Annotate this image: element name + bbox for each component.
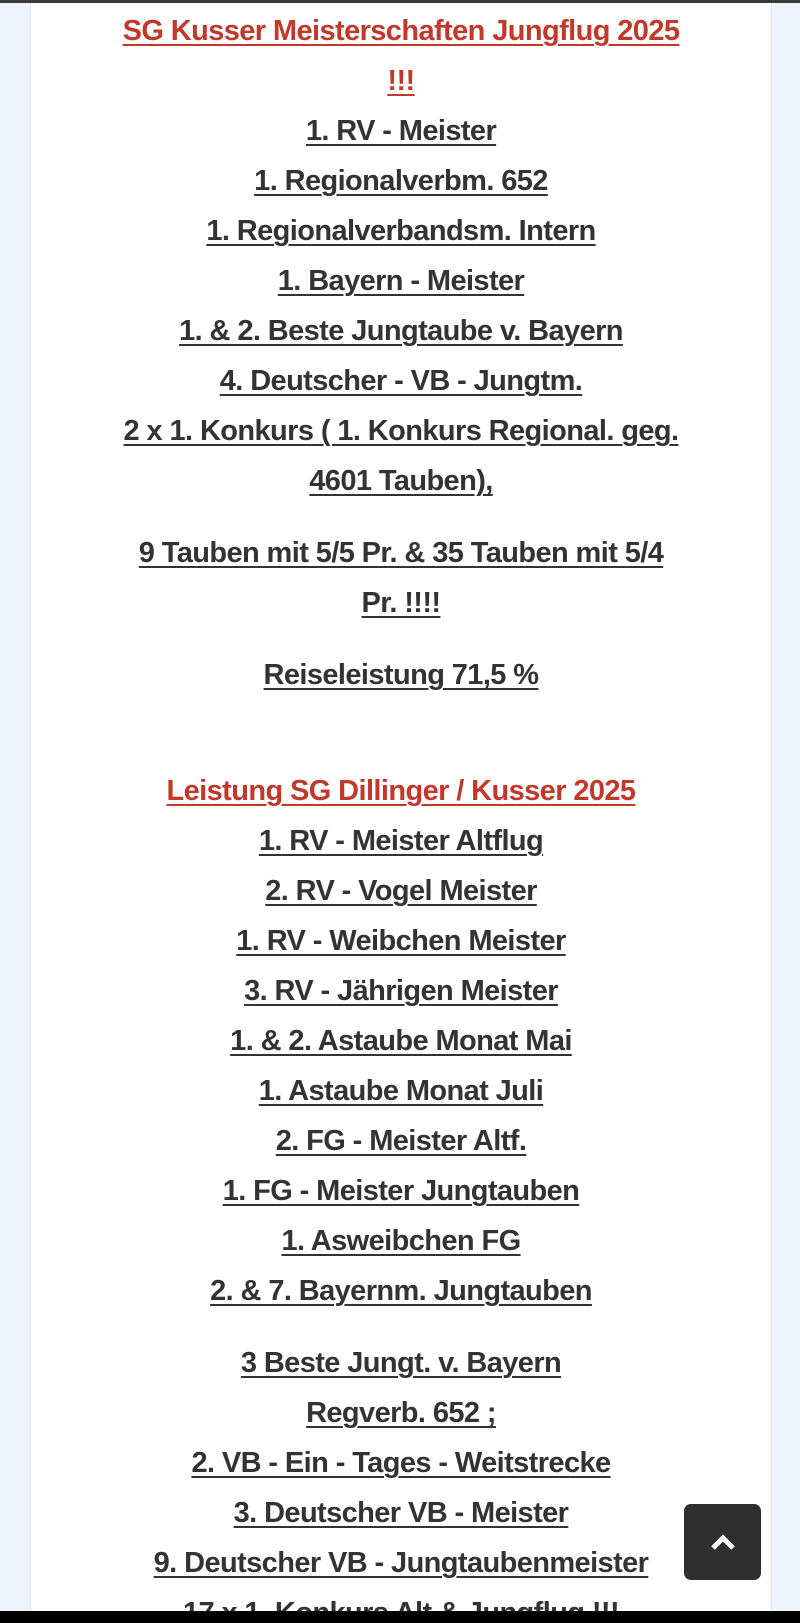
achievement-line: 1. Bayern - Meister — [31, 256, 771, 306]
heading-text: SG Kusser Meisterschaften Jungflug 2025 — [122, 15, 680, 47]
section1-title-line1: SG Kusser Meisterschaften Jungflug 2025 — [31, 6, 771, 56]
line-text: Regverb. 652 ; — [306, 1397, 496, 1429]
navigation-bar-edge — [0, 1611, 800, 1623]
achievement-line: Regverb. 652 ; — [31, 1388, 771, 1438]
achievement-line: 1. RV - Meister — [31, 106, 771, 156]
line-text: 1. FG - Meister Jungtauben — [222, 1175, 580, 1207]
line-text: 17 x 1. Konkurs Alt & Jungflug !!! — [183, 1597, 620, 1611]
content-panel: SG Kusser Meisterschaften Jungflug 2025 … — [30, 3, 772, 1611]
line-text: Pr. !!!! — [361, 587, 442, 619]
line-text: 2. VB - Ein - Tages - Weitstrecke — [191, 1447, 611, 1479]
line-text: 1. RV - Weibchen Meister — [236, 925, 566, 957]
status-bar-edge — [0, 0, 800, 3]
heading-text: !!! — [387, 65, 415, 97]
travel-performance: Reiseleistung 71,5 % — [31, 650, 771, 700]
line-text: Reiseleistung 71,5 % — [263, 659, 540, 691]
section2-title: Leistung SG Dillinger / Kusser 2025 — [31, 766, 771, 816]
achievement-line: 17 x 1. Konkurs Alt & Jungflug !!! — [31, 1588, 771, 1611]
line-text: 4. Deutscher - VB - Jungtm. — [219, 365, 583, 397]
achievement-line: 1. Regionalverbm. 652 — [31, 156, 771, 206]
achievement-line: 3 Beste Jungt. v. Bayern — [31, 1338, 771, 1388]
achievement-line: 3. RV - Jährigen Meister — [31, 966, 771, 1016]
achievement-line: Pr. !!!! — [31, 578, 771, 628]
achievement-line: 1. Astaube Monat Juli — [31, 1066, 771, 1116]
line-text: 2. RV - Vogel Meister — [265, 875, 537, 907]
line-text: 2. & 7. Bayernm. Jungtauben — [210, 1275, 592, 1307]
scroll-to-top-button[interactable] — [684, 1504, 761, 1580]
line-text: 1. Bayern - Meister — [277, 265, 525, 297]
line-text: Leistung SG Dillinger / Kusser 2025 — [166, 775, 637, 807]
achievement-line: 9. Deutscher VB - Jungtaubenmeister — [31, 1538, 771, 1588]
line-text: 2 x 1. Konkurs ( 1. Konkurs Regional. ge… — [123, 415, 680, 447]
line-text: 1. Asweibchen FG — [281, 1225, 521, 1257]
achievement-line: 2. VB - Ein - Tages - Weitstrecke — [31, 1438, 771, 1488]
line-text: 1. Regionalverbandsm. Intern — [206, 215, 596, 247]
line-text: 1. RV - Meister Altflug — [258, 825, 544, 857]
line-text: 9. Deutscher VB - Jungtaubenmeister — [153, 1547, 649, 1579]
line-text: 9 Tauben mit 5/5 Pr. & 35 Tauben mit 5/4 — [138, 537, 664, 569]
achievement-line: 2. FG - Meister Altf. — [31, 1116, 771, 1166]
line-text: 4601 Tauben), — [309, 465, 493, 497]
achievement-line: 1. FG - Meister Jungtauben — [31, 1166, 771, 1216]
achievement-line: 1. & 2. Beste Jungtaube v. Bayern — [31, 306, 771, 356]
chevron-up-icon — [710, 1534, 735, 1550]
achievement-line: 1. & 2. Astaube Monat Mai — [31, 1016, 771, 1066]
line-text: 1. Regionalverbm. 652 — [254, 165, 548, 197]
section1-title-line2: !!! — [31, 56, 771, 106]
line-text: 3 Beste Jungt. v. Bayern — [240, 1347, 562, 1379]
achievement-line: 9 Tauben mit 5/5 Pr. & 35 Tauben mit 5/4 — [31, 528, 771, 578]
achievement-line: 1. RV - Meister Altflug — [31, 816, 771, 866]
achievement-line: 2. & 7. Bayernm. Jungtauben — [31, 1266, 771, 1316]
achievement-line: 1. Regionalverbandsm. Intern — [31, 206, 771, 256]
line-text: 3. RV - Jährigen Meister — [244, 975, 558, 1007]
line-text: 3. Deutscher VB - Meister — [233, 1497, 569, 1529]
line-text: 1. & 2. Beste Jungtaube v. Bayern — [179, 315, 623, 347]
achievement-line: 3. Deutscher VB - Meister — [31, 1488, 771, 1538]
achievement-line: 1. Asweibchen FG — [31, 1216, 771, 1266]
article-content: SG Kusser Meisterschaften Jungflug 2025 … — [31, 6, 771, 1611]
achievement-line: 4601 Tauben), — [31, 456, 771, 506]
achievement-line: 1. RV - Weibchen Meister — [31, 916, 771, 966]
achievement-line: 2. RV - Vogel Meister — [31, 866, 771, 916]
line-text: 1. Astaube Monat Juli — [258, 1075, 544, 1107]
line-text: 1. & 2. Astaube Monat Mai — [230, 1025, 572, 1057]
achievement-line: 4. Deutscher - VB - Jungtm. — [31, 356, 771, 406]
achievement-line: 2 x 1. Konkurs ( 1. Konkurs Regional. ge… — [31, 406, 771, 456]
line-text: 1. RV - Meister — [305, 115, 497, 147]
line-text: 2. FG - Meister Altf. — [275, 1125, 527, 1157]
